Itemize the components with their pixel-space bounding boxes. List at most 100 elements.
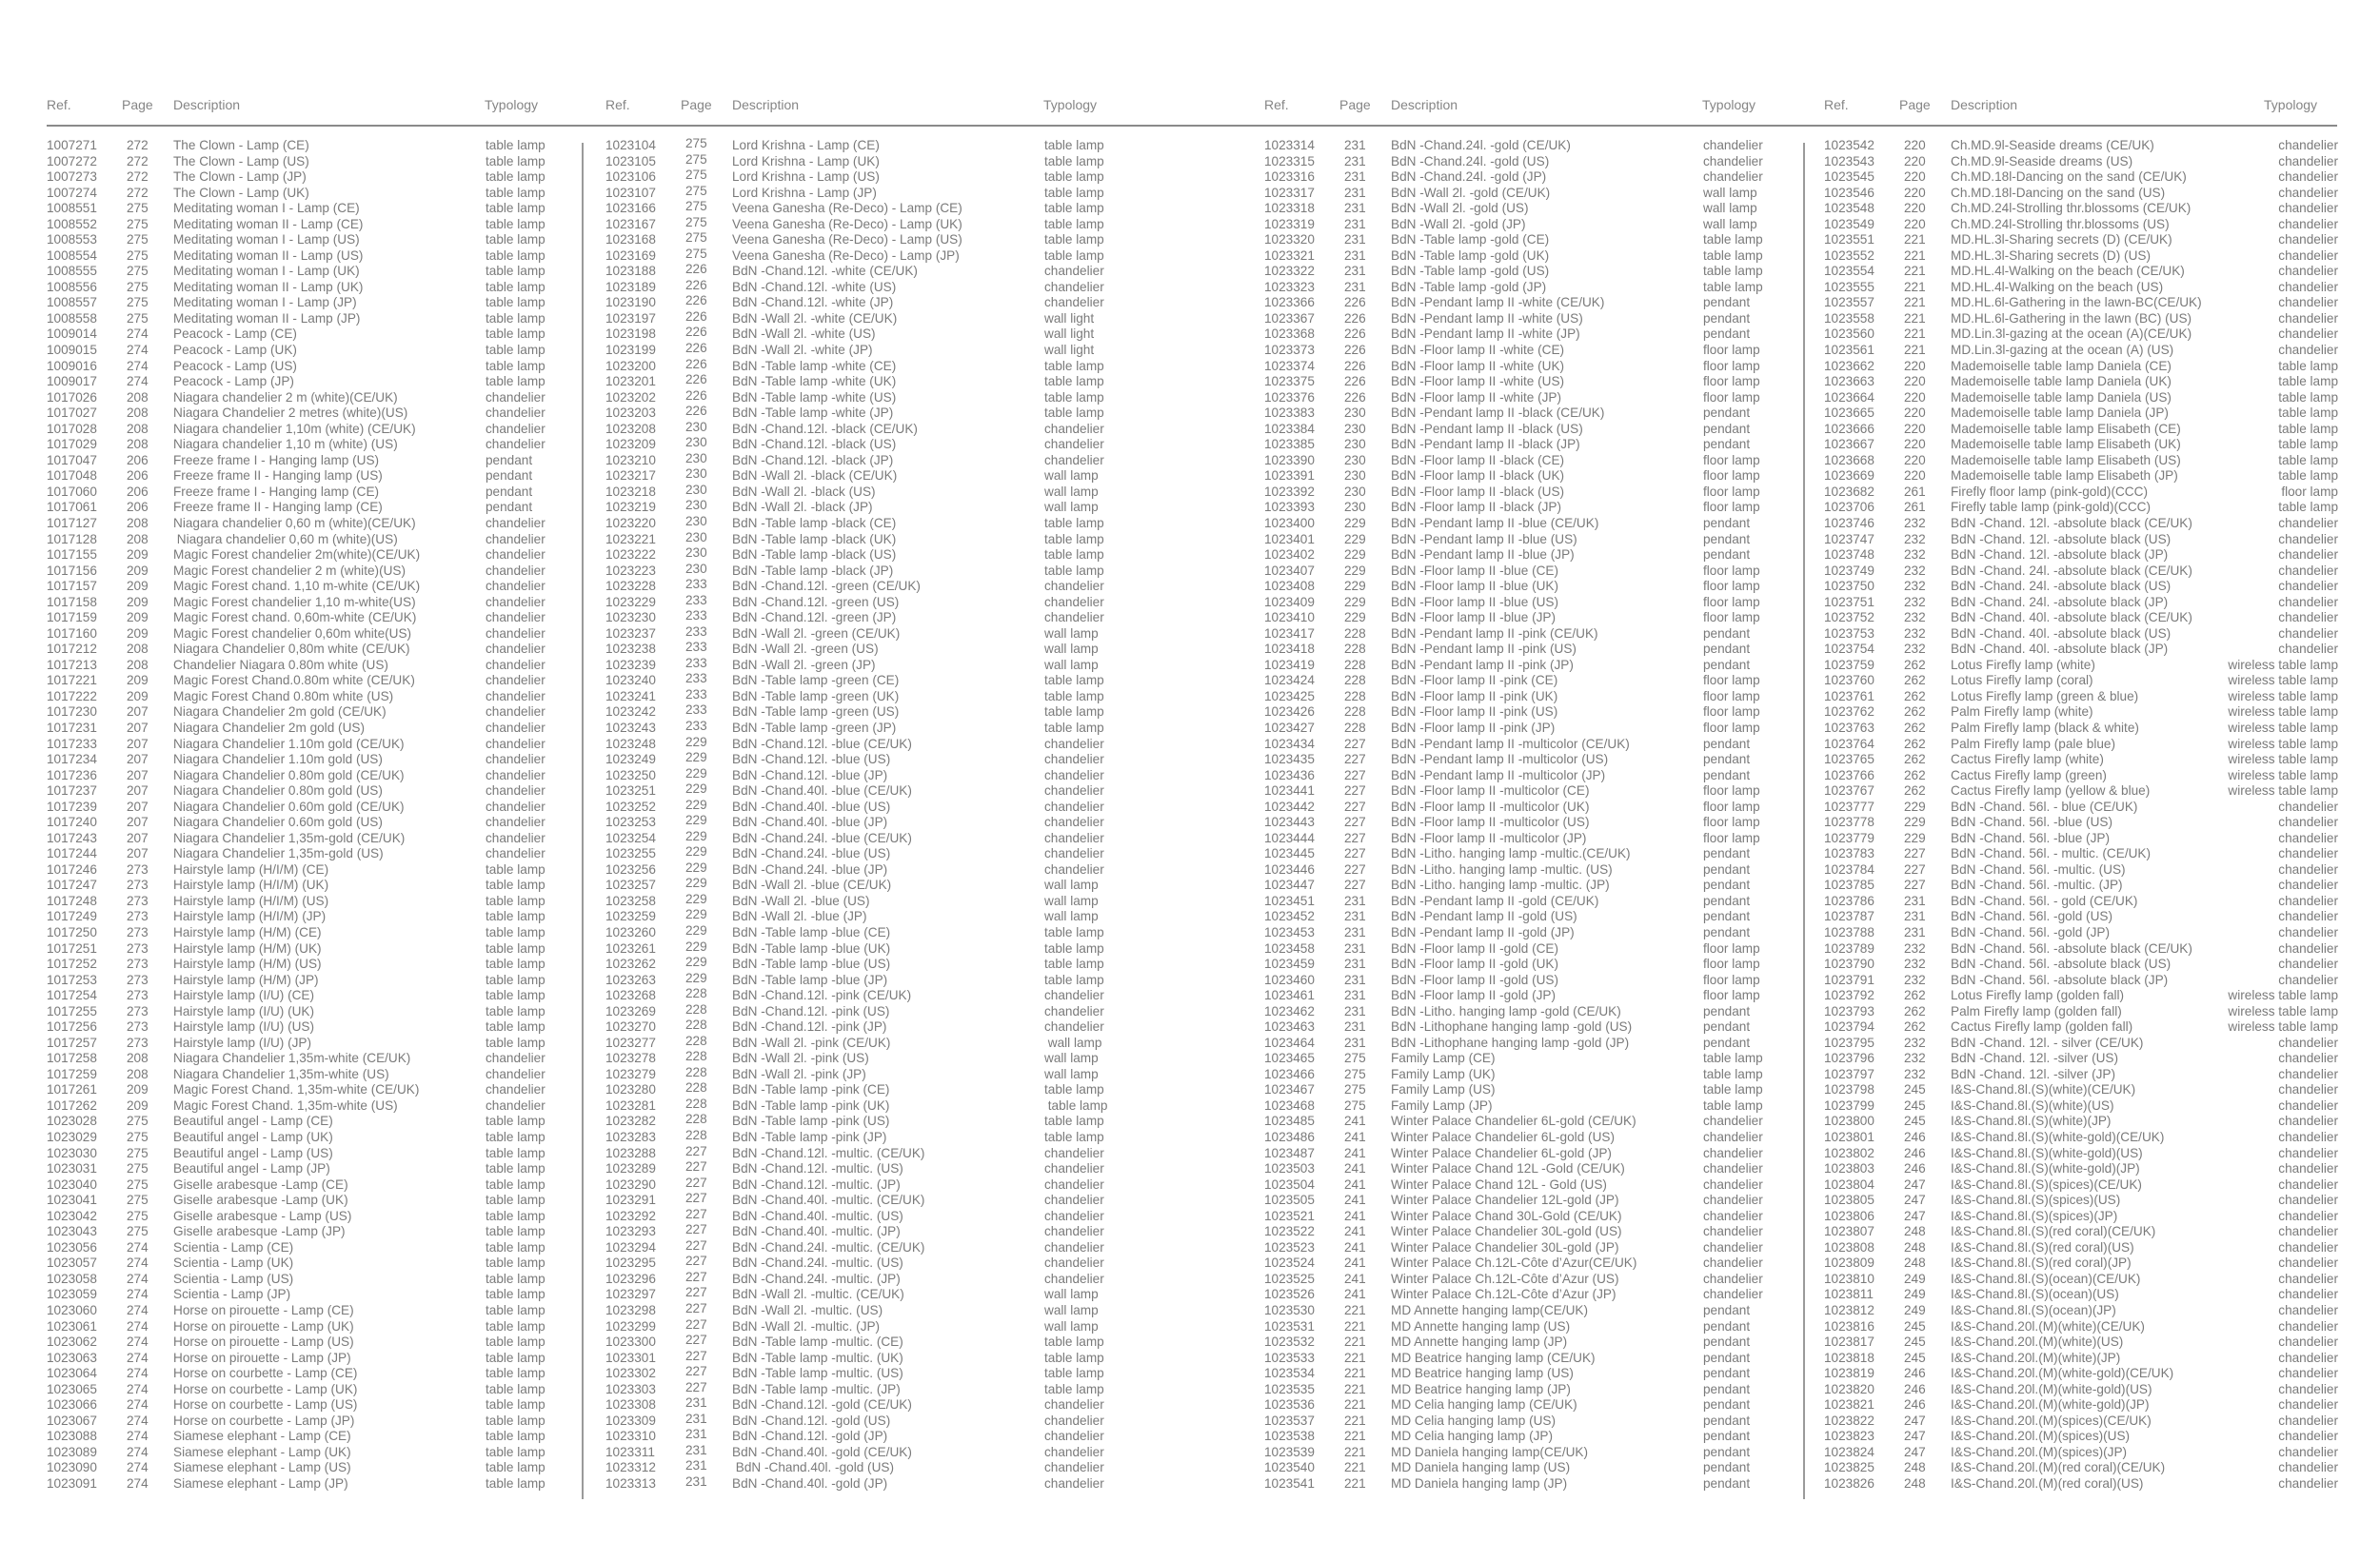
page-cell: 231 [1344, 988, 1366, 1003]
page-cell: 274 [127, 343, 149, 358]
ref-cell: 1023250 [605, 767, 656, 782]
table-row: 1023417 228 BdN -Pendant lamp II -pink (CE… [1264, 626, 1778, 643]
table-row: 1017158 209 Magic Forest chandelier 1,10 m… [47, 595, 561, 611]
typology-cell: chandelier [2278, 138, 2338, 152]
table-row: 1017244 207 Niagara Chandelier 1,35m-gold … [47, 846, 561, 862]
ref-cell: 1023811 [1824, 1287, 1874, 1302]
page-cell: 227 [685, 1364, 707, 1379]
table-row: 1023385 230 BdN -Pendant lamp II -black (J… [1264, 437, 1778, 453]
description-cell: I&S-Chand.8l.(S)(white)(JP) [1951, 1114, 2112, 1129]
ref-cell: 1023804 [1824, 1176, 1874, 1192]
typology-cell: table lamp [486, 1444, 545, 1459]
description-cell: Giselle arabesque -Lamp (UK) [173, 1193, 348, 1208]
typology-cell: table lamp [1044, 1350, 1104, 1365]
description-cell: Meditating woman I - Lamp (UK) [173, 264, 360, 279]
typology-cell: table lamp [1044, 1130, 1104, 1145]
ref-cell: 1023303 [605, 1381, 656, 1396]
table-row: 1017249 273 Hairstyle lamp (H/I/M) (JP) tab… [47, 909, 561, 925]
page-cell: 228 [685, 1049, 707, 1064]
page-cell: 228 [1344, 704, 1366, 720]
table-row: 1023376 226 BdN -Floor lamp II -white (JP)… [1264, 390, 1778, 406]
description-cell: BdN -Litho. hanging lamp -multic. (US) [1391, 861, 1613, 877]
description-cell: Meditating woman I - Lamp (CE) [173, 201, 360, 216]
page-cell: 249 [1904, 1302, 1926, 1317]
description-cell: BdN -Chand.24l. -gold (US) [1391, 153, 1550, 168]
page-cell: 274 [127, 1413, 149, 1428]
description-cell: Lotus Firefly lamp (coral) [1951, 673, 2093, 688]
description-cell: Niagara chandelier 0,60 m (white)(CE/UK) [173, 515, 416, 530]
table-row: 1023787 231 BdN -Chand. 56l. -gold (US) cha… [1824, 909, 2338, 925]
table-row: 1023667 220 Mademoiselle table lamp Elisab… [1824, 437, 2338, 453]
description-cell: Meditating woman I - Lamp (JP) [173, 295, 357, 310]
typology-cell: wall lamp [1044, 1035, 1102, 1050]
ref-cell: 1023400 [1264, 515, 1315, 530]
description-cell: BdN -Wall 2l. -gold (CE/UK) [1391, 185, 1551, 200]
table-row: 1017237 207 Niagara Chandelier 0.80m gold … [47, 783, 561, 800]
page-cell: 229 [1344, 610, 1366, 625]
table-row: 1023817 245 I&S-Chand.20l.(M)(white)(US) ch… [1824, 1335, 2338, 1351]
table-row: 1023393 230 BdN -Floor lamp II -black (JP)… [1264, 500, 1778, 516]
page-cell: 229 [1904, 830, 1926, 845]
page-cell: 229 [685, 765, 707, 781]
ref-cell: 1023197 [605, 310, 656, 326]
typology-cell: chandelier [2278, 642, 2338, 657]
description-cell: BdN -Chand. 12l. -silver (JP) [1951, 1066, 2115, 1081]
table-row: 1009016 274 Peacock - Lamp (US) table lamp [47, 359, 561, 375]
ref-cell: 1023465 [1264, 1051, 1315, 1066]
typology-cell: table lamp [2278, 421, 2338, 436]
ref-cell: 1023058 [47, 1271, 97, 1286]
typology-cell: pendant [486, 484, 533, 499]
table-row: 1023442 227 BdN -Floor lamp II -multicolor… [1264, 800, 1778, 816]
description-cell: BdN -Wall 2l. -pink (CE/UK) [732, 1035, 891, 1050]
ref-cell: 1023319 [1264, 216, 1315, 231]
page-cell: 232 [1904, 594, 1926, 609]
description-cell: I&S-Chand.8l.(S)(spices)(JP) [1951, 1208, 2118, 1223]
ref-cell: 1023030 [47, 1145, 97, 1160]
ref-cell: 1023203 [605, 405, 656, 421]
ref-cell: 1008551 [47, 201, 97, 216]
ref-cell: 1023061 [47, 1318, 97, 1334]
table-row: 1023294 227 BdN -Chand.24l. -multic. (CE/U… [605, 1238, 1120, 1256]
ref-cell: 1017221 [47, 673, 97, 688]
typology-cell: chandelier [1703, 1193, 1763, 1208]
description-cell: BdN -Wall 2l. -gold (JP) [1391, 216, 1526, 231]
ref-cell: 1023791 [1824, 972, 1874, 987]
ref-cell: 1017253 [47, 972, 97, 987]
typology-cell: table lamp [486, 232, 545, 247]
table-row: 1023242 233 BdN -Table lamp -green (US) tab… [605, 702, 1120, 721]
table-row: 1023317 231 BdN -Wall 2l. -gold (CE/UK) wal… [1264, 186, 1778, 202]
typology-cell: pendant [1703, 846, 1751, 861]
typology-cell: chandelier [1044, 610, 1104, 625]
table-row: 1023257 229 BdN -Wall 2l. -blue (CE/UK) wal… [605, 876, 1120, 894]
typology-cell: table lamp [486, 1161, 545, 1176]
ref-cell: 1023549 [1824, 216, 1874, 231]
ref-cell: 1023682 [1824, 484, 1874, 499]
page-cell: 275 [127, 1114, 149, 1129]
description-cell: Scientia - Lamp (US) [173, 1271, 294, 1286]
table-row: 1023819 246 I&S-Chand.20l.(M)(white-gold)(… [1824, 1366, 2338, 1382]
description-cell: BdN -Floor lamp II -blue (JP) [1391, 610, 1556, 625]
ref-cell: 1017212 [47, 642, 97, 657]
table-row: 1023254 229 BdN -Chand.24l. -blue (CE/UK) c… [605, 829, 1120, 847]
typology-cell: table lamp [1044, 153, 1104, 168]
table-row: 1023749 232 BdN -Chand. 24l. -absolute bla… [1824, 564, 2338, 580]
typology-cell: chandelier [486, 767, 545, 782]
table-row: 1023778 229 BdN -Chand. 56l. -blue (US) cha… [1824, 815, 2338, 831]
page-cell: 233 [685, 577, 707, 592]
typology-cell: pendant [1703, 437, 1751, 452]
ref-cell: 1023199 [605, 343, 656, 358]
typology-cell: table lamp [1044, 957, 1104, 972]
table-row: 1023425 228 BdN -Floor lamp II -pink (UK) f… [1264, 689, 1778, 705]
ref-cell: 1023222 [605, 547, 656, 563]
table-row: 1023259 229 BdN -Wall 2l. -blue (JP) wall l… [605, 907, 1120, 925]
typology-cell: pendant [1703, 1444, 1751, 1459]
ref-cell: 1023765 [1824, 752, 1874, 767]
page-cell: 261 [1904, 500, 1926, 515]
page-cell: 229 [685, 891, 707, 906]
page-cell: 227 [1344, 878, 1366, 893]
description-cell: Horse on courbette - Lamp (JP) [173, 1413, 355, 1428]
typology-cell: chandelier [1044, 783, 1104, 799]
description-cell: Winter Palace Chandelier 6L-gold (CE/UK) [1391, 1114, 1636, 1129]
table-row: 1023190 226 BdN -Chand.12l. -white (JP) cha… [605, 293, 1120, 311]
page-cell: 274 [127, 1256, 149, 1271]
